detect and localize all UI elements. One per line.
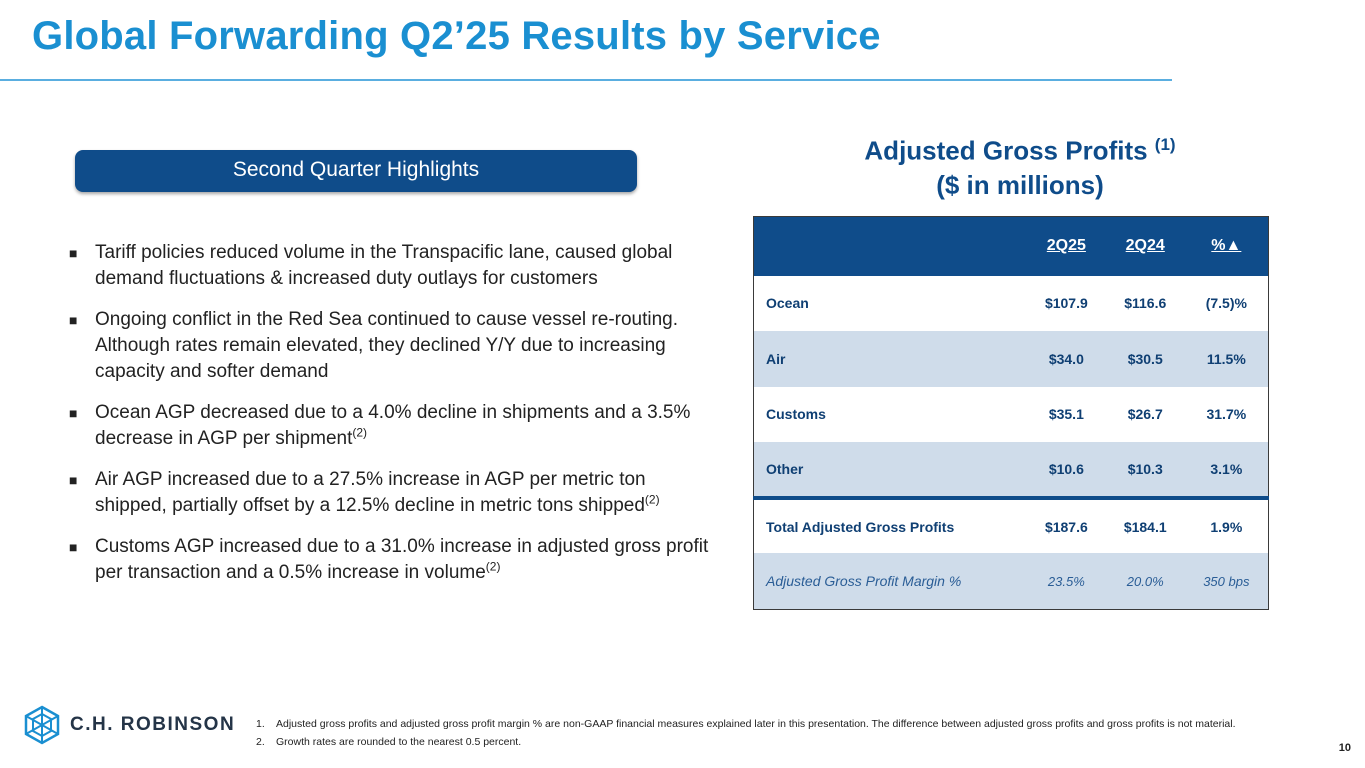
bullet-square-icon: ■ [69, 245, 78, 261]
slide-title: Global Forwarding Q2’25 Results by Servi… [32, 14, 881, 58]
footnotes: 1. Adjusted gross profits and adjusted g… [256, 715, 1336, 751]
cell-2q24: $10.3 [1127, 461, 1163, 478]
cell-2q24: $26.7 [1127, 406, 1163, 423]
row-label: Total Adjusted Gross Profits [766, 518, 955, 535]
page-number: 10 [1338, 742, 1351, 754]
header-pct-change: %▲ [1211, 237, 1242, 255]
cell-2q25: $34.0 [1048, 350, 1084, 367]
cell-2q24: $116.6 [1124, 295, 1167, 312]
table-title-line1: Adjusted Gross Profits [864, 135, 1148, 166]
row-label: Ocean [766, 295, 809, 312]
logo-wordmark: C.H. ROBINSON [70, 714, 236, 735]
bullet-square-icon: ■ [69, 312, 78, 328]
table-row-margin: Adjusted Gross Profit Margin % 23.5% 20.… [753, 553, 1269, 610]
table-row-air: Air $34.0 $30.5 11.5% [753, 331, 1269, 387]
header-blank [754, 217, 1027, 276]
row-label: Adjusted Gross Profit Margin % [766, 573, 962, 590]
footnote-text: Adjusted gross profits and adjusted gros… [276, 718, 1236, 730]
highlights-heading: Second Quarter Highlights [75, 150, 637, 192]
footnote-ref: (2) [485, 559, 501, 574]
footnote-item: 1. Adjusted gross profits and adjusted g… [256, 715, 1336, 733]
footnote-item: 2. Growth rates are rounded to the neare… [256, 733, 1336, 751]
highlight-item-ocean-agp: ■ Ocean AGP decreased due to a 4.0% decl… [69, 400, 709, 452]
footnote-text: Growth rates are rounded to the nearest … [276, 736, 522, 748]
table-title-line2: ($ in millions) [936, 169, 1104, 200]
table-header-row: 2Q25 2Q24 %▲ [753, 216, 1269, 276]
cell-2q25: $10.6 [1048, 461, 1084, 478]
cell-2q25: 23.5% [1047, 573, 1085, 589]
table-row-customs: Customs $35.1 $26.7 31.7% [754, 387, 1269, 443]
highlight-text: Air AGP increased due to a 27.5% increas… [95, 469, 646, 516]
footnote-number: 1. [256, 718, 265, 730]
highlight-text: Ongoing conflict in the Red Sea continue… [95, 309, 679, 382]
cell-pct: 1.9% [1210, 518, 1243, 535]
header-2q25: 2Q25 [1046, 237, 1086, 255]
highlight-item-customs-agp: ■ Customs AGP increased due to a 31.0% i… [69, 534, 709, 586]
cell-pct: 31.7% [1206, 406, 1247, 423]
row-label: Air [766, 350, 786, 367]
footnote-ref: (2) [644, 492, 660, 507]
header-2q24: 2Q24 [1125, 237, 1165, 255]
bullet-square-icon: ■ [69, 539, 78, 555]
cube-icon [24, 705, 60, 745]
row-label: Customs [766, 406, 826, 423]
highlight-text: Tariff policies reduced volume in the Tr… [95, 242, 673, 289]
row-label: Other [766, 461, 804, 478]
highlights-list: ■ Tariff policies reduced volume in the … [69, 240, 709, 601]
cell-pct: 350 bps [1203, 573, 1250, 589]
cell-2q24: 20.0% [1126, 573, 1164, 589]
highlight-item-air-agp: ■ Air AGP increased due to a 27.5% incre… [69, 467, 709, 519]
table-row-other: Other $10.6 $10.3 3.1% [753, 442, 1269, 498]
table-row-ocean: Ocean $107.9 $116.6 (7.5)% [754, 276, 1269, 332]
cell-pct: 11.5% [1206, 350, 1246, 367]
footnote-number: 2. [256, 736, 265, 748]
highlight-item-red-sea: ■ Ongoing conflict in the Red Sea contin… [69, 307, 709, 385]
table-row-total: Total Adjusted Gross Profits $187.6 $184… [753, 497, 1269, 554]
highlight-item-ocean-tariff: ■ Tariff policies reduced volume in the … [69, 240, 709, 292]
cell-2q24: $30.5 [1127, 350, 1163, 367]
cell-2q25: $35.1 [1048, 406, 1084, 423]
cell-2q24: $184.1 [1123, 518, 1167, 535]
title-divider [0, 79, 1172, 81]
highlight-text: Customs AGP increased due to a 31.0% inc… [95, 536, 709, 583]
cell-2q25: $187.6 [1044, 518, 1088, 535]
cell-2q25: $107.9 [1044, 295, 1088, 312]
table-title-footnote: (1) [1154, 135, 1176, 154]
company-logo: C.H. ROBINSON [24, 705, 235, 745]
bullet-square-icon: ■ [69, 472, 78, 488]
bullet-square-icon: ■ [69, 405, 78, 421]
agp-table: 2Q25 2Q24 %▲ Ocean $107.9 $116.6 (7.5)% … [753, 216, 1269, 610]
highlight-text: Ocean AGP decreased due to a 4.0% declin… [95, 402, 691, 449]
footnote-ref: (2) [352, 425, 368, 440]
table-title: Adjusted Gross Profits (1) ($ in million… [770, 128, 1270, 202]
cell-pct: (7.5)% [1205, 295, 1247, 312]
cell-pct: 3.1% [1210, 461, 1243, 478]
